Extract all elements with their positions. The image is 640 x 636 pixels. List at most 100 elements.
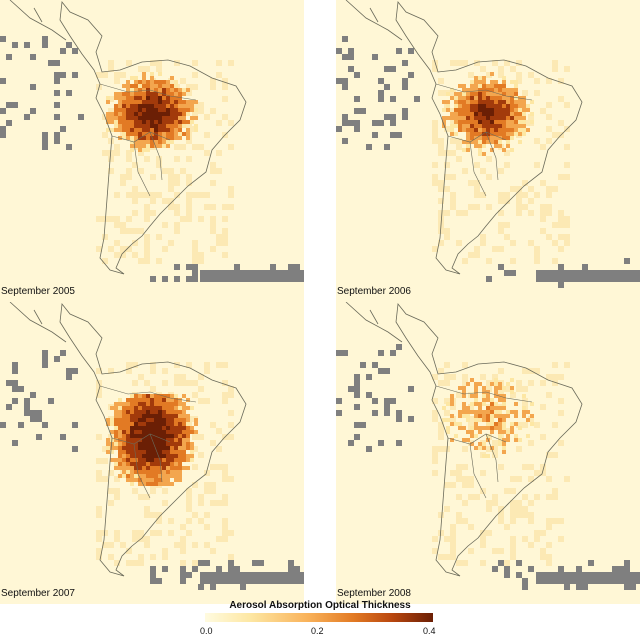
aerosol-cell: [170, 112, 174, 116]
aerosol-cell: [210, 78, 216, 84]
no-data-cell: [228, 560, 234, 566]
aerosol-cell: [482, 398, 486, 402]
aerosol-cell: [174, 60, 180, 66]
country-border: [111, 131, 171, 143]
no-data-cell: [342, 114, 348, 120]
aerosol-cell: [468, 404, 474, 410]
aerosol-cell: [146, 116, 150, 120]
aerosol-cell: [510, 92, 514, 96]
aerosol-cell: [186, 192, 192, 198]
no-data-cell: [354, 434, 360, 440]
aerosol-cell: [494, 120, 498, 124]
aerosol-cell: [156, 60, 162, 66]
aerosol-cell: [486, 88, 490, 92]
aerosol-cell: [194, 430, 198, 434]
aerosol-cell: [142, 430, 146, 434]
aerosol-cell: [106, 450, 110, 454]
aerosol-cell: [144, 380, 150, 386]
aerosol-cell: [170, 434, 174, 438]
aerosol-cell: [166, 422, 170, 426]
aerosol-cell: [174, 394, 178, 398]
aerosol-cell: [494, 104, 498, 108]
aerosol-cell: [154, 104, 158, 108]
aerosol-cell: [466, 92, 470, 96]
aerosol-cell: [432, 416, 438, 422]
aerosol-cell: [182, 410, 186, 414]
aerosol-cell: [138, 426, 142, 430]
aerosol-cell: [134, 438, 138, 442]
aerosol-cell: [506, 92, 510, 96]
aerosol-cell: [528, 464, 534, 470]
coastline: [345, 302, 403, 343]
aerosol-cell: [150, 92, 154, 96]
aerosol-cell: [462, 108, 466, 112]
aerosol-cell: [204, 542, 210, 548]
no-data-cell: [384, 410, 390, 416]
aerosol-cell: [210, 464, 216, 470]
aerosol-cell: [552, 362, 558, 368]
aerosol-cell: [486, 124, 490, 128]
aerosol-cell: [450, 438, 454, 442]
aerosol-cell: [506, 438, 510, 442]
no-data-cell: [378, 96, 384, 102]
aerosol-cell: [558, 78, 564, 84]
no-data-cell: [30, 416, 36, 422]
aerosol-cell: [178, 418, 182, 422]
aerosol-cell: [150, 454, 154, 458]
aerosol-cell: [498, 222, 504, 228]
aerosol-cell: [166, 414, 170, 418]
aerosol-cell: [194, 116, 198, 120]
aerosol-cell: [130, 410, 134, 414]
aerosol-cell: [96, 392, 102, 398]
aerosol-cell: [174, 174, 180, 180]
no-data-cell: [342, 84, 348, 90]
aerosol-cell: [474, 410, 478, 414]
aerosol-cell: [458, 128, 462, 132]
aerosol-cell: [522, 120, 526, 124]
aerosol-cell: [154, 426, 158, 430]
aerosol-cell: [222, 392, 228, 398]
aerosol-cell: [432, 126, 438, 132]
panel-caption-2005: September 2005: [1, 286, 75, 297]
aerosol-cell: [478, 108, 482, 112]
aerosol-cell: [216, 120, 222, 126]
aerosol-cell: [166, 466, 170, 470]
aerosol-cell: [190, 450, 194, 454]
aerosol-cell: [490, 84, 494, 88]
aerosol-cell: [162, 168, 168, 174]
aerosol-cell: [158, 454, 162, 458]
no-data-cell: [288, 264, 294, 270]
aerosol-cell: [142, 402, 146, 406]
aerosol-cell: [170, 120, 174, 124]
aerosol-cell: [456, 560, 462, 566]
map-panel-2007: [0, 302, 304, 604]
aerosol-cell: [158, 402, 162, 406]
no-data-cell: [408, 416, 414, 422]
aerosol-cell: [138, 140, 142, 144]
aerosol-cell: [456, 60, 462, 66]
aerosol-cell: [174, 204, 180, 210]
aerosol-cell: [150, 512, 156, 518]
no-data-cell: [60, 126, 66, 132]
aerosol-cell: [154, 144, 158, 148]
aerosol-cell: [162, 136, 166, 140]
aerosol-cell: [462, 390, 466, 394]
aerosol-cell: [204, 114, 210, 120]
no-data-cell: [72, 368, 78, 374]
aerosol-cell: [114, 104, 118, 108]
no-data-cell: [372, 54, 378, 60]
aerosol-cell: [444, 398, 450, 404]
aerosol-cell: [138, 80, 142, 84]
aerosol-cell: [186, 120, 190, 124]
aerosol-cell: [528, 72, 534, 78]
aerosol-cell: [530, 112, 534, 116]
aerosol-cell: [166, 112, 170, 116]
aerosol-cell: [192, 252, 198, 258]
aerosol-cell: [146, 96, 150, 100]
aerosol-cell: [178, 466, 182, 470]
aerosol-cell: [158, 144, 162, 148]
no-data-cell: [42, 132, 48, 138]
aerosol-cell: [462, 406, 466, 410]
aerosol-cell: [166, 92, 170, 96]
aerosol-cell: [474, 60, 480, 66]
